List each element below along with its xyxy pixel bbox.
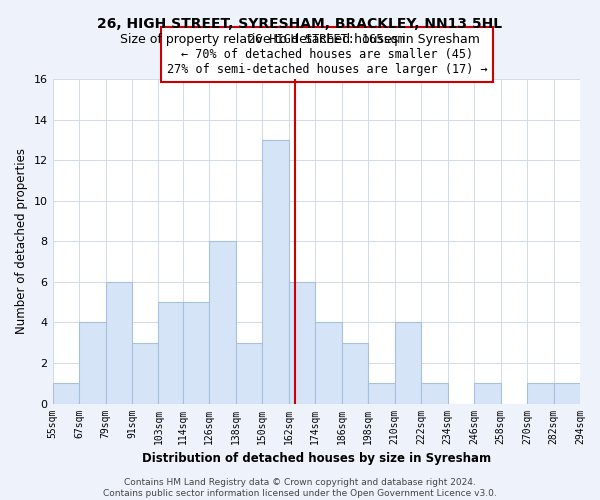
Bar [368,384,395,404]
Text: 26 HIGH STREET: 165sqm
← 70% of detached houses are smaller (45)
27% of semi-det: 26 HIGH STREET: 165sqm ← 70% of detached… [167,33,487,76]
Bar [53,384,79,404]
Bar [421,384,448,404]
Bar [132,342,158,404]
Bar [289,282,315,404]
Bar [236,342,262,404]
Bar [106,282,132,404]
Y-axis label: Number of detached properties: Number of detached properties [15,148,28,334]
Bar [527,384,554,404]
Bar [395,322,421,404]
Bar [158,302,183,404]
X-axis label: Distribution of detached houses by size in Syresham: Distribution of detached houses by size … [142,452,491,465]
Bar [341,342,368,404]
Bar [554,384,580,404]
Text: 26, HIGH STREET, SYRESHAM, BRACKLEY, NN13 5HL: 26, HIGH STREET, SYRESHAM, BRACKLEY, NN1… [97,18,503,32]
Bar [79,322,106,404]
Bar [262,140,289,404]
Bar [209,242,236,404]
Bar [474,384,500,404]
Text: Contains HM Land Registry data © Crown copyright and database right 2024.
Contai: Contains HM Land Registry data © Crown c… [103,478,497,498]
Bar [315,322,341,404]
Bar [183,302,209,404]
Text: Size of property relative to detached houses in Syresham: Size of property relative to detached ho… [120,32,480,46]
